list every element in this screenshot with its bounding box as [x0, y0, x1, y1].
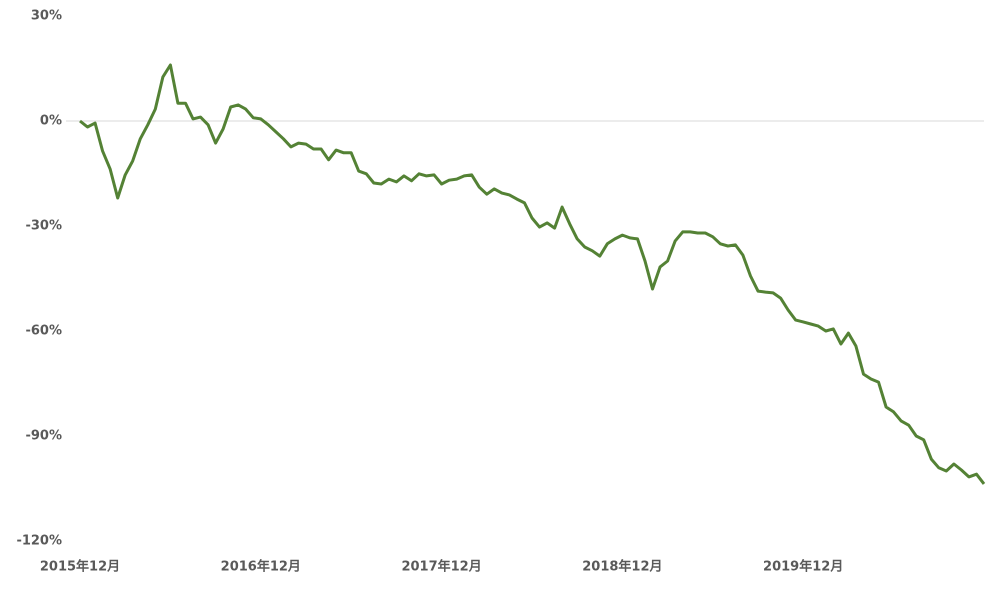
y-tick-label: -90% — [25, 429, 62, 444]
y-tick-label: 0% — [40, 114, 62, 129]
x-tick-label: 2016年12月 — [221, 559, 301, 575]
y-tick-label: -30% — [25, 219, 62, 234]
x-tick-label: 2017年12月 — [401, 559, 481, 575]
x-tick-label: 2018年12月 — [582, 559, 662, 575]
line — [79, 63, 986, 485]
x-tick-label: 2019年12月 — [763, 559, 843, 575]
x-tick-label: 2015年12月 — [40, 559, 120, 575]
y-tick-label: -120% — [16, 534, 62, 549]
y-tick-label: 30% — [31, 9, 62, 24]
y-tick-label: -60% — [25, 324, 62, 339]
